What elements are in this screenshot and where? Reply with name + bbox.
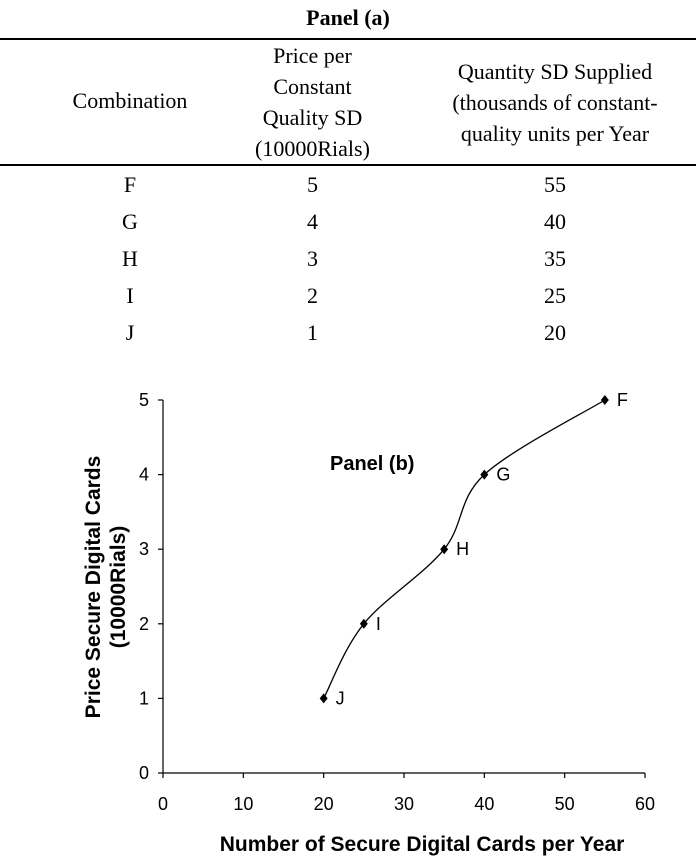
header-quantity-line-1: Quantity SD Supplied (457, 59, 653, 84)
table-row: G 4 40 (0, 203, 696, 240)
row-price: 3 (307, 246, 318, 271)
table-row: J 1 20 (0, 314, 696, 351)
header-quantity: Quantity SD Supplied (thousands of const… (410, 56, 696, 149)
header-price-line-1: Price per (273, 43, 352, 68)
data-point-marker (319, 693, 328, 704)
x-tick-label: 40 (474, 794, 494, 814)
y-tick-label: 4 (139, 465, 149, 485)
row-price: 4 (307, 209, 318, 234)
x-tick-label: 50 (555, 794, 575, 814)
header-quantity-line-2: (thousands of constant- (452, 90, 658, 115)
y-tick-label: 2 (139, 614, 149, 634)
row-price: 2 (307, 283, 318, 308)
header-price-line-2: Constant (273, 74, 352, 99)
table-row: I 2 25 (0, 277, 696, 314)
data-point-marker (600, 395, 609, 405)
row-quantity: 55 (544, 172, 566, 197)
table-header-rule (0, 164, 696, 166)
data-point-marker (359, 618, 368, 629)
x-axis-title: Number of Secure Digital Cards per Year (220, 833, 625, 856)
row-price: 1 (307, 320, 318, 345)
header-quantity-line-3: quality units per Year (460, 121, 650, 146)
x-tick-label: 60 (635, 794, 655, 814)
y-tick-label: 5 (139, 390, 149, 410)
y-tick-label: 1 (139, 688, 149, 708)
x-tick-label: 20 (314, 794, 334, 814)
y-axis-title-line: Price Secure Digital Cards (82, 456, 105, 719)
row-combination: I (126, 283, 134, 308)
data-point-label: G (496, 465, 510, 485)
data-point-label: H (456, 539, 469, 559)
table-top-rule (0, 38, 696, 40)
x-tick-label: 10 (233, 794, 253, 814)
data-point-label: J (336, 688, 345, 708)
data-point-marker (480, 469, 489, 480)
row-combination: J (125, 320, 135, 345)
header-combination: Combination (72, 88, 188, 113)
row-combination: H (122, 246, 138, 271)
y-tick-label: 0 (139, 763, 149, 783)
y-tick-label: 3 (139, 539, 149, 559)
data-point-label: I (376, 614, 381, 634)
x-tick-label: 30 (394, 794, 414, 814)
header-price: Price per Constant Quality SD (10000Rial… (215, 40, 410, 164)
y-axis-title: Price Secure Digital Cards(10000Rials) (82, 456, 130, 719)
table-row: H 3 35 (0, 240, 696, 277)
header-price-line-4: (10000Rials) (255, 136, 370, 161)
panel-a-title: Panel (a) (306, 5, 390, 30)
data-point-label: F (617, 390, 628, 410)
row-quantity: 35 (544, 246, 566, 271)
row-quantity: 40 (544, 209, 566, 234)
chart-title: Panel (b) (330, 453, 414, 475)
x-tick-label: 0 (158, 794, 168, 814)
table-row: F 5 55 (0, 166, 696, 203)
row-quantity: 20 (544, 320, 566, 345)
y-axis-title-line: (10000Rials) (107, 526, 130, 649)
header-price-line-3: Quality SD (262, 105, 363, 130)
row-combination: G (122, 209, 138, 234)
row-price: 5 (307, 172, 318, 197)
row-combination: F (123, 172, 137, 197)
row-quantity: 25 (544, 283, 566, 308)
data-point-marker (440, 544, 449, 555)
